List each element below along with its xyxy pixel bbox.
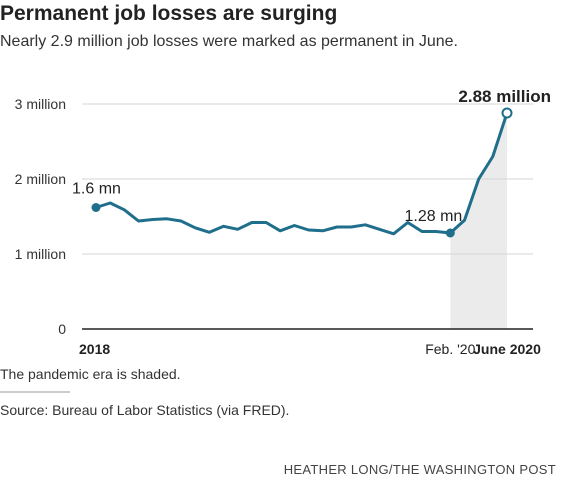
x-tick-label: Feb. '20 (425, 341, 475, 357)
data-point-marker (445, 228, 455, 238)
x-tick-label: June 2020 (473, 341, 541, 357)
series-line (94, 111, 509, 236)
chart-title: Permanent job losses are surging (0, 2, 338, 25)
y-tick-label: 1 million (15, 246, 66, 262)
pandemic-shaded-area (450, 113, 507, 329)
data-point-marker (91, 203, 101, 212)
x-tick-label: 2018 (79, 341, 110, 357)
y-tick-label: 3 million (15, 96, 66, 112)
line-chart: 0 1 million 2 million 3 million 2018 Feb. '20… (15, 87, 551, 357)
credit-line: HEATHER LONG/THE WASHINGTON POST (283, 462, 556, 477)
source-note: Source: Bureau of Labor Statistics (via … (0, 402, 290, 418)
chart-subtitle: Nearly 2.9 million job losses were marke… (0, 33, 458, 50)
data-label: 1.6 mn (72, 181, 121, 198)
data-label: 1.28 mn (404, 208, 462, 225)
data-label: 2.88 million (458, 87, 551, 106)
divider (0, 391, 70, 393)
y-tick-label: 0 (58, 321, 66, 337)
y-tick-label: 2 million (15, 171, 66, 187)
shading-note: The pandemic era is shaded. (0, 366, 181, 382)
data-point-marker (501, 107, 513, 119)
